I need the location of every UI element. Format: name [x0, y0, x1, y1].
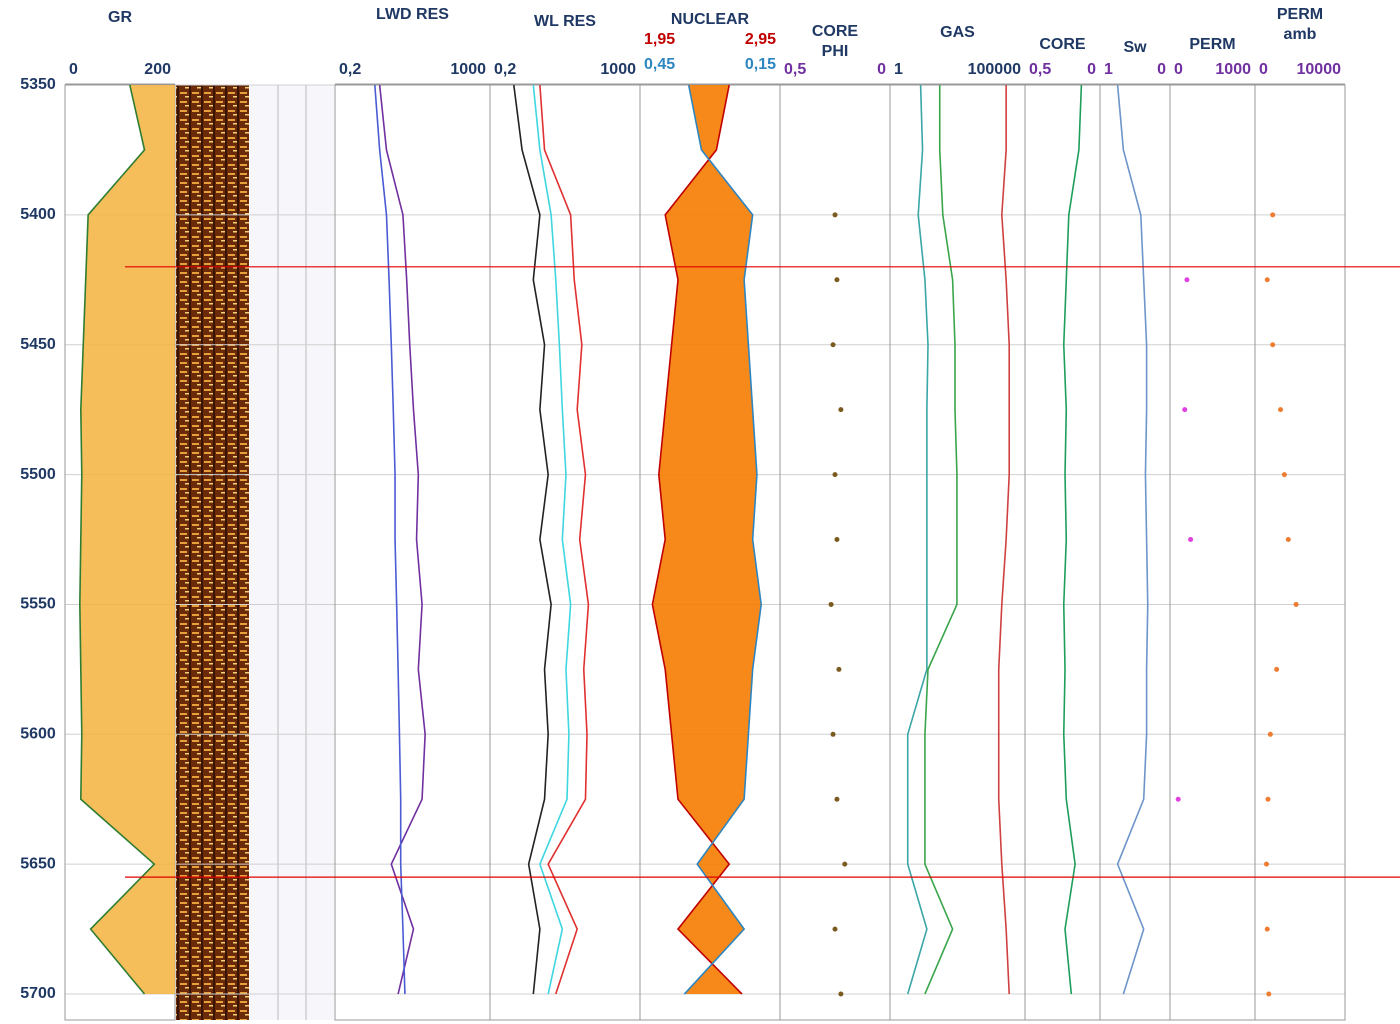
- scale-label: 200: [144, 61, 171, 78]
- data-point: [831, 342, 836, 347]
- data-point: [1266, 992, 1271, 997]
- data-point: [834, 537, 839, 542]
- page: {"chart_data": {"type": "well-log", "yli…: [0, 0, 1400, 1024]
- data-point: [1266, 797, 1271, 802]
- depth-label: 5350: [20, 76, 56, 93]
- data-point: [1188, 537, 1193, 542]
- curve-fill: [80, 85, 175, 994]
- data-point: [831, 732, 836, 737]
- track-title: CORE: [1028, 35, 1098, 55]
- track-frame: [1170, 85, 1255, 1020]
- track-title: CORE PHI: [805, 22, 865, 62]
- scale-label: 0,2: [339, 61, 361, 78]
- scale-label: 0,45: [644, 56, 675, 73]
- scale-label: 0,2: [494, 61, 516, 78]
- track-title: PERM: [1173, 35, 1253, 55]
- scale-label: 1000: [600, 61, 636, 78]
- depth-label: 5400: [20, 206, 56, 223]
- track-frame: [1255, 85, 1345, 1020]
- log-curve: [999, 85, 1009, 994]
- track-title: NUCLEAR: [640, 10, 780, 30]
- data-point: [834, 277, 839, 282]
- data-point: [1270, 342, 1275, 347]
- crossover-fill: [652, 85, 761, 994]
- scale-label: 0: [1174, 61, 1183, 78]
- data-point: [1278, 407, 1283, 412]
- scale-label: 1: [894, 61, 903, 78]
- depth-label: 5450: [20, 336, 56, 353]
- data-point: [1268, 732, 1273, 737]
- log-plot: 5350 5400 5450 5500 5550 5600 5650 5700 0 200 0,2 1…: [0, 0, 1400, 1024]
- data-point: [1264, 862, 1269, 867]
- data-point: [1182, 407, 1187, 412]
- scale-label: 1000: [1215, 61, 1251, 78]
- track-title: Sw: [1105, 38, 1165, 58]
- scale-label: 1: [1104, 61, 1113, 78]
- data-point: [842, 862, 847, 867]
- scale-label: 0: [877, 61, 886, 78]
- depth-label: 5500: [20, 466, 56, 483]
- scale-label: 0: [1259, 61, 1268, 78]
- data-point: [1184, 277, 1189, 282]
- depth-label: 5600: [20, 726, 56, 743]
- log-curve: [1118, 85, 1148, 994]
- scale-label: 0,5: [784, 61, 806, 78]
- log-curve: [540, 85, 589, 994]
- log-curve: [1064, 85, 1082, 994]
- data-point: [838, 407, 843, 412]
- scale-label: 0: [1087, 61, 1096, 78]
- log-curve: [375, 85, 405, 994]
- scale-label: 0,5: [1029, 61, 1051, 78]
- log-curve: [514, 85, 551, 994]
- data-point: [836, 667, 841, 672]
- scale-label: 2,95: [745, 31, 776, 48]
- data-point: [833, 927, 838, 932]
- data-point: [1286, 537, 1291, 542]
- depth-label: 5650: [20, 855, 56, 872]
- scale-label: 0,15: [745, 56, 776, 73]
- data-point: [1282, 472, 1287, 477]
- data-point: [1265, 927, 1270, 932]
- track-title: PERM amb: [1270, 5, 1330, 45]
- track-frame: [1100, 85, 1170, 1020]
- scale-label: 1,95: [644, 31, 675, 48]
- data-point: [1294, 602, 1299, 607]
- data-point: [1176, 797, 1181, 802]
- data-point: [1270, 212, 1275, 217]
- data-point: [1274, 667, 1279, 672]
- track-title: LWD RES: [338, 5, 488, 25]
- scale-label: 1000: [450, 61, 486, 78]
- track-frame: [1025, 85, 1100, 1020]
- log-curve: [925, 85, 957, 994]
- track-frame: [335, 85, 490, 1020]
- data-point: [829, 602, 834, 607]
- track-title: GAS: [893, 23, 1023, 43]
- depth-label: 5700: [20, 985, 56, 1002]
- data-point: [834, 797, 839, 802]
- scale-label: 100000: [968, 61, 1021, 78]
- track-title: WL RES: [495, 12, 635, 32]
- data-point: [1265, 277, 1270, 282]
- data-point: [833, 212, 838, 217]
- data-point: [838, 992, 843, 997]
- track-title: GR: [70, 8, 170, 28]
- scale-label: 0: [1157, 61, 1166, 78]
- scale-label: 0: [69, 61, 78, 78]
- track-frame: [490, 85, 640, 1020]
- aux-tracks: [250, 85, 334, 1020]
- scale-label: 10000: [1297, 61, 1342, 78]
- depth-label: 5550: [20, 596, 56, 613]
- data-point: [833, 472, 838, 477]
- track-frame: [780, 85, 890, 1020]
- image-log: [176, 85, 249, 1020]
